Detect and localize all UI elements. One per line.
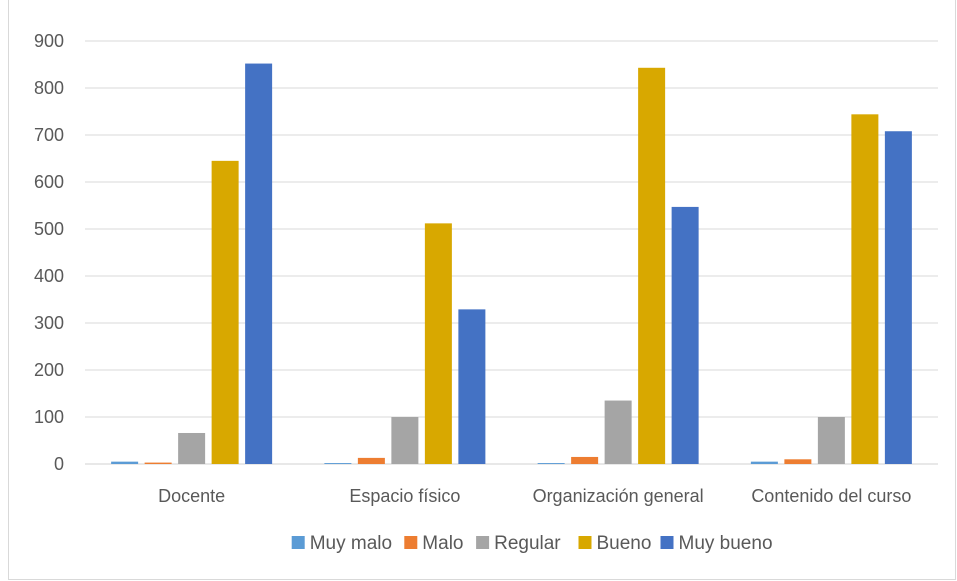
y-tick-label: 300 [34, 313, 64, 333]
bar-bueno [211, 160, 239, 464]
x-axis: Docente Espacio físico Organización genera… [158, 486, 911, 506]
legend-label: Muy malo [310, 533, 392, 554]
y-tick-label: 200 [34, 360, 64, 380]
y-axis-ticks: 0 100 200 300 400 500 600 700 800 900 [34, 31, 64, 474]
y-tick-label: 100 [34, 407, 64, 427]
y-tick-label: 600 [34, 172, 64, 192]
legend-swatch [476, 536, 490, 549]
bars [111, 63, 912, 465]
bar-malo [357, 457, 385, 464]
bar-malo [571, 456, 599, 464]
x-category-label: Docente [158, 486, 225, 506]
legend-label: Malo [422, 533, 463, 554]
legend-label: Muy bueno [679, 533, 773, 554]
bar-muy-bueno [245, 63, 273, 465]
y-tick-label: 500 [34, 219, 64, 239]
bar-regular [604, 400, 632, 464]
bar-regular [391, 417, 419, 464]
y-tick-label: 0 [54, 454, 64, 474]
y-tick-label: 700 [34, 125, 64, 145]
bar-regular [817, 417, 845, 464]
bar-muy-malo [750, 461, 778, 464]
legend-swatch [660, 536, 674, 549]
legend-label: Regular [494, 533, 561, 554]
x-category-label: Espacio físico [349, 486, 460, 506]
bar-bueno [424, 223, 452, 464]
chart-frame [8, 0, 956, 580]
bar-muy-malo [111, 461, 139, 464]
legend-swatch [291, 536, 305, 549]
bar-muy-bueno [671, 206, 699, 464]
bar-bueno [851, 114, 879, 464]
x-category-label: Organización general [533, 486, 704, 506]
legend-swatch [578, 536, 592, 549]
legend: Muy malo Malo Regular Bueno Muy bueno [291, 533, 773, 554]
bar-malo [144, 462, 172, 464]
x-category-label: Contenido del curso [751, 486, 911, 506]
bar-muy-malo [324, 463, 352, 464]
y-tick-label: 400 [34, 266, 64, 286]
bar-muy-malo [537, 463, 565, 464]
bar-malo [784, 459, 812, 464]
bar-regular [178, 432, 206, 464]
legend-swatch [404, 536, 418, 549]
y-tick-label: 900 [34, 31, 64, 51]
bar-muy-bueno [458, 309, 486, 464]
bar-muy-bueno [884, 131, 912, 465]
legend-label: Bueno [597, 533, 652, 554]
y-tick-label: 800 [34, 78, 64, 98]
bar-bueno [638, 67, 666, 464]
